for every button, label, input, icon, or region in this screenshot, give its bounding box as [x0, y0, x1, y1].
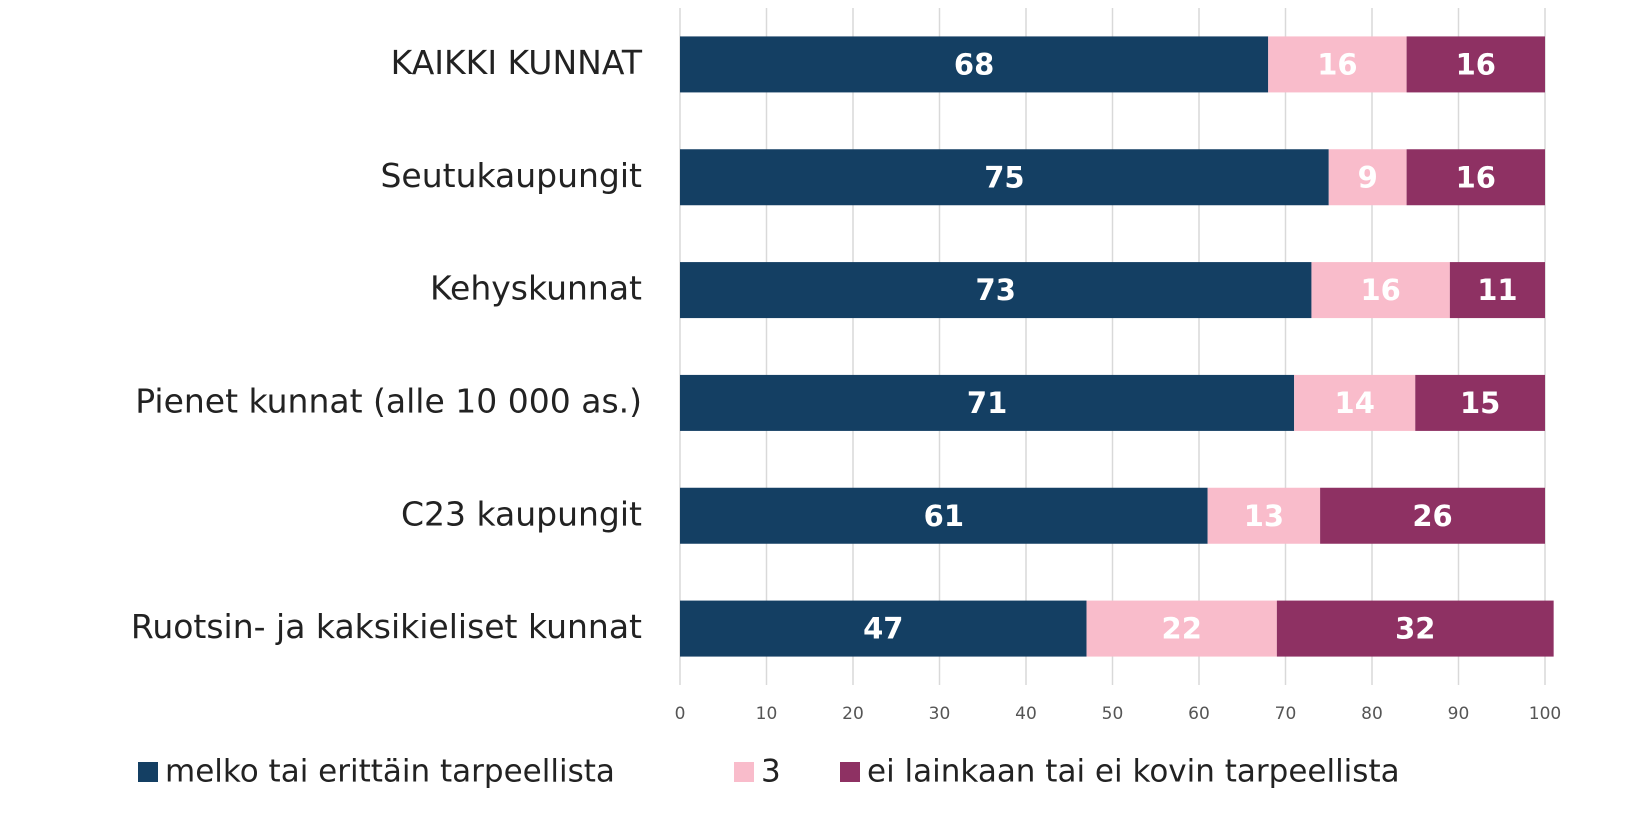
x-tick-label: 100 [1529, 704, 1561, 724]
bar-segment [1276, 600, 1554, 657]
value-label: 11 [1477, 273, 1517, 307]
bar-segment [1406, 149, 1545, 206]
bar-segment [680, 149, 1329, 206]
legend-swatch [840, 762, 860, 782]
value-label: 61 [924, 499, 964, 533]
bar-segment [680, 600, 1087, 657]
category-label: KAIKKI KUNNAT [391, 43, 643, 82]
value-label: 15 [1460, 386, 1500, 420]
value-label: 16 [1456, 47, 1496, 81]
x-tick-label: 30 [929, 704, 951, 724]
value-label: 16 [1360, 273, 1400, 307]
bar-segment [1207, 487, 1321, 544]
legend-label: ei lainkaan tai ei kovin tarpeellista [867, 754, 1400, 790]
bar-segment [1320, 487, 1545, 544]
value-label: 14 [1335, 386, 1375, 420]
bar-segment [1311, 262, 1450, 319]
bar-segment [1268, 36, 1407, 93]
bar-segment [680, 262, 1312, 319]
category-label: Kehyskunnat [430, 269, 642, 308]
category-label: Pienet kunnat (alle 10 000 as.) [135, 381, 642, 420]
bar-segment [1294, 374, 1416, 431]
bar-segment [1415, 374, 1545, 431]
bar-segment [1449, 262, 1545, 319]
x-tick-label: 60 [1188, 704, 1210, 724]
value-label: 75 [984, 160, 1024, 194]
value-label: 22 [1162, 612, 1202, 646]
value-label: 47 [863, 612, 903, 646]
bar-segment [680, 36, 1269, 93]
x-tick-label: 90 [1448, 704, 1470, 724]
x-tick-label: 70 [1275, 704, 1297, 724]
x-tick-label: 20 [842, 704, 864, 724]
value-label: 26 [1412, 499, 1452, 533]
bar-segment [680, 487, 1208, 544]
legend-label: 3 [761, 754, 781, 790]
value-label: 73 [976, 273, 1016, 307]
bar-segment [1406, 36, 1545, 93]
value-label: 32 [1395, 612, 1435, 646]
bar-segment [1328, 149, 1407, 206]
x-tick-label: 0 [675, 704, 686, 724]
bar-segment [1086, 600, 1277, 657]
bar-segment [680, 374, 1295, 431]
value-label: 13 [1244, 499, 1284, 533]
x-tick-label: 10 [756, 704, 778, 724]
category-label: Seutukaupungit [380, 156, 642, 195]
value-label: 9 [1358, 160, 1378, 194]
value-label: 71 [967, 386, 1007, 420]
x-tick-label: 80 [1361, 704, 1383, 724]
x-tick-label: 40 [1015, 704, 1037, 724]
category-label: C23 kaupungit [401, 494, 642, 533]
legend-swatch [734, 762, 754, 782]
legend-label: melko tai erittäin tarpeellista [165, 754, 615, 790]
x-tick-label: 50 [1102, 704, 1124, 724]
category-label: Ruotsin- ja kaksikieliset kunnat [131, 607, 642, 646]
value-label: 16 [1317, 47, 1357, 81]
value-label: 16 [1456, 160, 1496, 194]
value-label: 68 [954, 47, 994, 81]
legend-swatch [138, 762, 158, 782]
